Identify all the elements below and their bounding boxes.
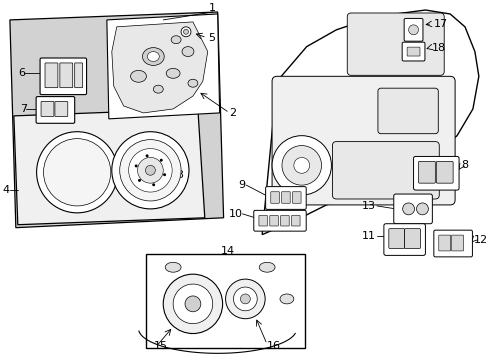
Text: 14: 14 xyxy=(220,247,234,256)
FancyBboxPatch shape xyxy=(401,42,424,61)
Circle shape xyxy=(152,183,155,186)
Circle shape xyxy=(181,27,190,37)
FancyBboxPatch shape xyxy=(55,102,68,116)
Ellipse shape xyxy=(43,139,111,206)
Text: 11: 11 xyxy=(361,231,375,240)
FancyBboxPatch shape xyxy=(41,102,54,116)
Text: 16: 16 xyxy=(266,341,281,351)
Circle shape xyxy=(282,145,321,185)
FancyBboxPatch shape xyxy=(253,210,305,231)
Ellipse shape xyxy=(120,140,181,201)
Text: 7: 7 xyxy=(20,104,27,114)
Ellipse shape xyxy=(166,68,180,78)
FancyBboxPatch shape xyxy=(346,13,443,75)
FancyBboxPatch shape xyxy=(269,216,278,226)
Circle shape xyxy=(163,274,222,334)
Ellipse shape xyxy=(165,262,181,272)
FancyBboxPatch shape xyxy=(281,192,289,203)
Circle shape xyxy=(160,159,163,162)
Text: 1: 1 xyxy=(209,3,216,13)
Ellipse shape xyxy=(147,51,159,62)
Polygon shape xyxy=(107,14,219,119)
Circle shape xyxy=(183,29,188,34)
Ellipse shape xyxy=(153,85,163,93)
Circle shape xyxy=(408,25,418,35)
Ellipse shape xyxy=(187,79,198,87)
FancyBboxPatch shape xyxy=(388,229,404,248)
FancyBboxPatch shape xyxy=(265,186,305,210)
FancyBboxPatch shape xyxy=(45,63,58,88)
Text: 2: 2 xyxy=(229,108,236,118)
Circle shape xyxy=(184,296,201,312)
FancyBboxPatch shape xyxy=(438,235,450,251)
Circle shape xyxy=(293,157,309,173)
FancyBboxPatch shape xyxy=(258,216,267,226)
FancyBboxPatch shape xyxy=(383,224,425,255)
Circle shape xyxy=(416,203,427,215)
FancyBboxPatch shape xyxy=(40,58,86,95)
Ellipse shape xyxy=(112,132,188,209)
Ellipse shape xyxy=(259,262,274,272)
Circle shape xyxy=(271,136,331,195)
FancyBboxPatch shape xyxy=(403,18,422,41)
Ellipse shape xyxy=(137,157,163,183)
FancyBboxPatch shape xyxy=(433,230,471,257)
FancyBboxPatch shape xyxy=(60,63,73,88)
Polygon shape xyxy=(262,10,478,235)
Ellipse shape xyxy=(182,47,194,57)
Text: 8: 8 xyxy=(460,160,467,170)
Ellipse shape xyxy=(171,36,181,44)
FancyBboxPatch shape xyxy=(292,192,301,203)
Ellipse shape xyxy=(37,132,118,213)
FancyBboxPatch shape xyxy=(418,161,434,183)
Text: 3: 3 xyxy=(176,170,183,180)
Polygon shape xyxy=(112,22,207,113)
FancyBboxPatch shape xyxy=(36,96,75,123)
FancyBboxPatch shape xyxy=(407,47,419,56)
Polygon shape xyxy=(10,12,223,228)
Circle shape xyxy=(233,287,257,311)
FancyBboxPatch shape xyxy=(451,235,463,251)
FancyBboxPatch shape xyxy=(146,255,304,348)
Polygon shape xyxy=(14,109,204,225)
FancyBboxPatch shape xyxy=(291,216,300,226)
Text: 4: 4 xyxy=(2,185,9,195)
Circle shape xyxy=(163,173,166,176)
Text: 12: 12 xyxy=(473,235,487,244)
FancyBboxPatch shape xyxy=(393,194,431,224)
FancyBboxPatch shape xyxy=(377,88,437,134)
Circle shape xyxy=(173,284,212,324)
Ellipse shape xyxy=(145,165,155,175)
Text: 10: 10 xyxy=(228,209,242,219)
Circle shape xyxy=(138,179,141,182)
Circle shape xyxy=(135,165,138,167)
Ellipse shape xyxy=(130,70,146,82)
FancyBboxPatch shape xyxy=(271,76,454,205)
FancyBboxPatch shape xyxy=(404,229,420,248)
Text: 18: 18 xyxy=(430,42,445,53)
Circle shape xyxy=(145,154,148,157)
Text: 5: 5 xyxy=(207,33,214,43)
Text: 6: 6 xyxy=(18,68,25,78)
Text: 17: 17 xyxy=(432,19,447,29)
Text: 15: 15 xyxy=(153,341,167,351)
Circle shape xyxy=(402,203,414,215)
Circle shape xyxy=(240,294,250,304)
Ellipse shape xyxy=(128,149,172,192)
FancyBboxPatch shape xyxy=(280,216,288,226)
Ellipse shape xyxy=(280,294,293,304)
FancyBboxPatch shape xyxy=(75,63,82,88)
Circle shape xyxy=(225,279,264,319)
Ellipse shape xyxy=(142,48,164,66)
FancyBboxPatch shape xyxy=(332,141,438,199)
Text: 13: 13 xyxy=(361,201,375,211)
FancyBboxPatch shape xyxy=(270,192,279,203)
FancyBboxPatch shape xyxy=(435,161,452,183)
Text: 9: 9 xyxy=(238,180,245,190)
FancyBboxPatch shape xyxy=(413,157,458,190)
